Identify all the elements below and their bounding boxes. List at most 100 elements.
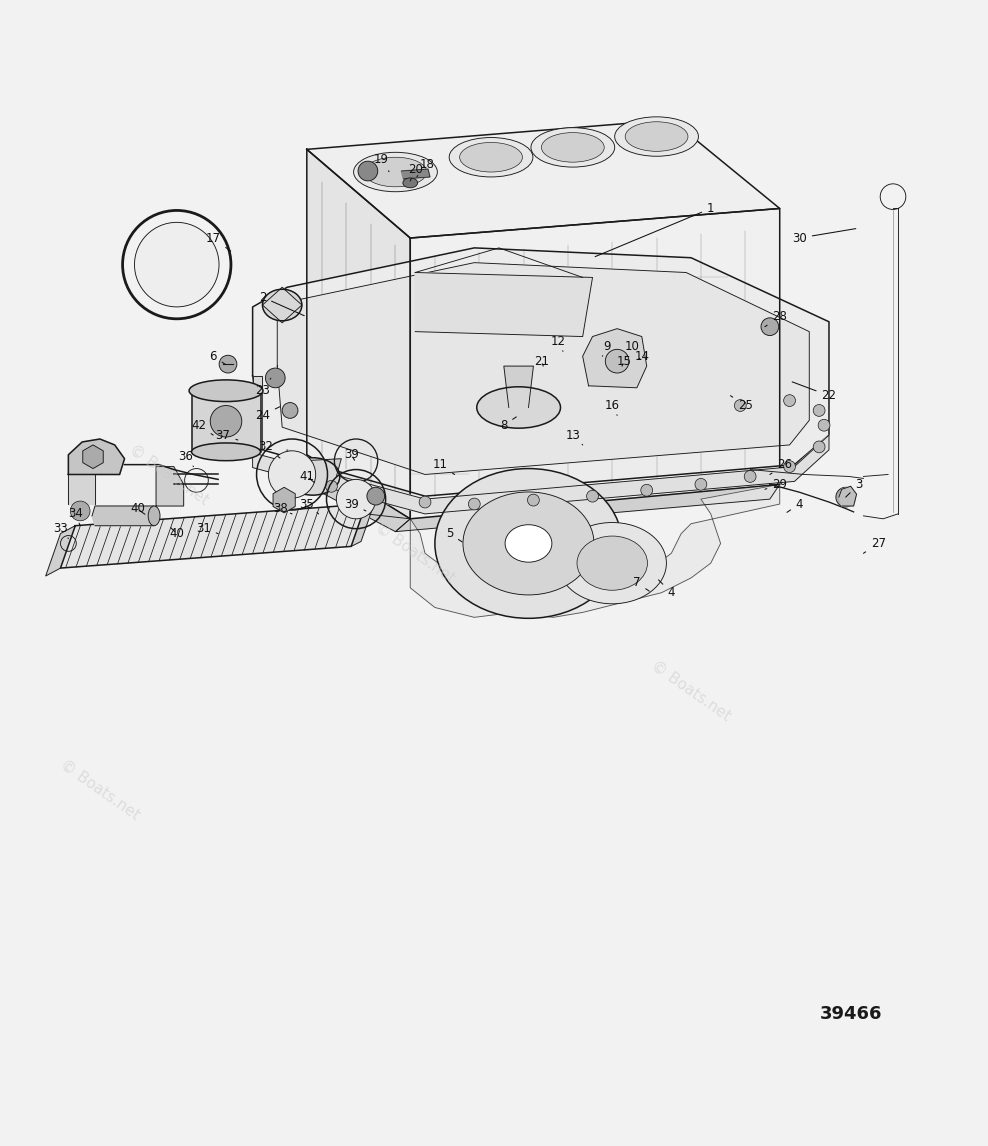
Ellipse shape xyxy=(450,138,533,176)
Text: 39: 39 xyxy=(344,448,359,462)
Ellipse shape xyxy=(625,121,688,151)
Polygon shape xyxy=(60,504,366,568)
Circle shape xyxy=(744,471,756,482)
Text: 40: 40 xyxy=(129,502,145,516)
Polygon shape xyxy=(401,170,430,179)
Polygon shape xyxy=(278,262,809,474)
Circle shape xyxy=(283,402,298,418)
Text: 5: 5 xyxy=(446,527,462,542)
Polygon shape xyxy=(273,487,295,513)
Text: 24: 24 xyxy=(255,407,280,422)
Text: 16: 16 xyxy=(605,399,619,415)
Polygon shape xyxy=(410,485,780,618)
Text: 14: 14 xyxy=(634,350,649,363)
Text: 4: 4 xyxy=(787,497,803,512)
Polygon shape xyxy=(253,376,263,453)
Polygon shape xyxy=(83,445,104,469)
Circle shape xyxy=(70,501,90,520)
Circle shape xyxy=(587,490,599,502)
Polygon shape xyxy=(504,366,534,408)
Circle shape xyxy=(695,478,706,490)
Circle shape xyxy=(734,400,746,411)
Circle shape xyxy=(210,406,242,437)
Circle shape xyxy=(813,441,825,453)
Ellipse shape xyxy=(435,469,622,619)
Text: 13: 13 xyxy=(565,429,583,445)
Circle shape xyxy=(783,461,795,472)
Ellipse shape xyxy=(286,457,340,495)
Ellipse shape xyxy=(505,525,552,563)
Text: 3: 3 xyxy=(846,478,863,497)
Text: 2: 2 xyxy=(259,291,304,315)
Text: 17: 17 xyxy=(206,231,230,251)
Text: 37: 37 xyxy=(215,429,238,441)
Polygon shape xyxy=(410,209,780,519)
Ellipse shape xyxy=(148,507,160,526)
Text: 21: 21 xyxy=(534,354,548,368)
Circle shape xyxy=(269,450,316,499)
Text: 26: 26 xyxy=(770,458,792,474)
Circle shape xyxy=(325,480,337,493)
Polygon shape xyxy=(307,149,410,519)
Polygon shape xyxy=(583,329,647,387)
Text: 36: 36 xyxy=(178,450,194,466)
Circle shape xyxy=(134,222,219,307)
Polygon shape xyxy=(351,500,375,547)
Text: 15: 15 xyxy=(617,354,631,368)
Text: 39466: 39466 xyxy=(819,1005,882,1023)
Text: 23: 23 xyxy=(255,378,271,398)
Polygon shape xyxy=(68,474,95,504)
Text: 25: 25 xyxy=(730,395,753,413)
Text: © Boats.net: © Boats.net xyxy=(648,658,734,724)
Polygon shape xyxy=(288,450,410,532)
Text: 39: 39 xyxy=(344,497,366,511)
Text: 9: 9 xyxy=(603,340,611,356)
Text: 22: 22 xyxy=(792,382,837,402)
Ellipse shape xyxy=(463,492,594,595)
Text: 33: 33 xyxy=(53,523,68,539)
Text: 18: 18 xyxy=(417,158,435,176)
Text: © Boats.net: © Boats.net xyxy=(126,441,211,508)
Text: 7: 7 xyxy=(633,576,649,591)
Text: 42: 42 xyxy=(191,418,213,435)
Circle shape xyxy=(813,405,825,416)
Circle shape xyxy=(358,162,377,181)
Text: 34: 34 xyxy=(68,508,83,526)
Polygon shape xyxy=(307,120,780,238)
Circle shape xyxy=(219,355,237,372)
Text: 31: 31 xyxy=(196,523,218,535)
Text: 40: 40 xyxy=(169,527,184,540)
Text: 27: 27 xyxy=(864,537,885,554)
Circle shape xyxy=(419,496,431,508)
Circle shape xyxy=(606,350,629,372)
Circle shape xyxy=(370,490,381,502)
Text: 35: 35 xyxy=(299,497,319,513)
Circle shape xyxy=(282,464,293,476)
Text: 4: 4 xyxy=(659,580,675,599)
Ellipse shape xyxy=(558,523,667,604)
Circle shape xyxy=(641,485,653,496)
Polygon shape xyxy=(263,288,302,323)
Polygon shape xyxy=(45,526,75,576)
Ellipse shape xyxy=(192,444,261,461)
Ellipse shape xyxy=(364,157,427,187)
Ellipse shape xyxy=(541,133,605,163)
Circle shape xyxy=(468,499,480,510)
Circle shape xyxy=(836,487,856,507)
Text: 41: 41 xyxy=(299,470,314,482)
Text: 28: 28 xyxy=(765,311,787,327)
Polygon shape xyxy=(68,439,124,474)
Text: © Boats.net: © Boats.net xyxy=(57,756,142,823)
Polygon shape xyxy=(287,458,341,477)
Circle shape xyxy=(367,487,384,505)
Text: 32: 32 xyxy=(258,440,280,458)
Circle shape xyxy=(783,394,795,407)
Text: 29: 29 xyxy=(765,478,787,490)
Polygon shape xyxy=(415,273,593,337)
Text: 8: 8 xyxy=(500,417,517,432)
Circle shape xyxy=(528,494,539,507)
Polygon shape xyxy=(253,435,829,513)
Text: 12: 12 xyxy=(550,335,565,352)
Text: 6: 6 xyxy=(209,350,225,364)
Text: 19: 19 xyxy=(373,152,389,172)
